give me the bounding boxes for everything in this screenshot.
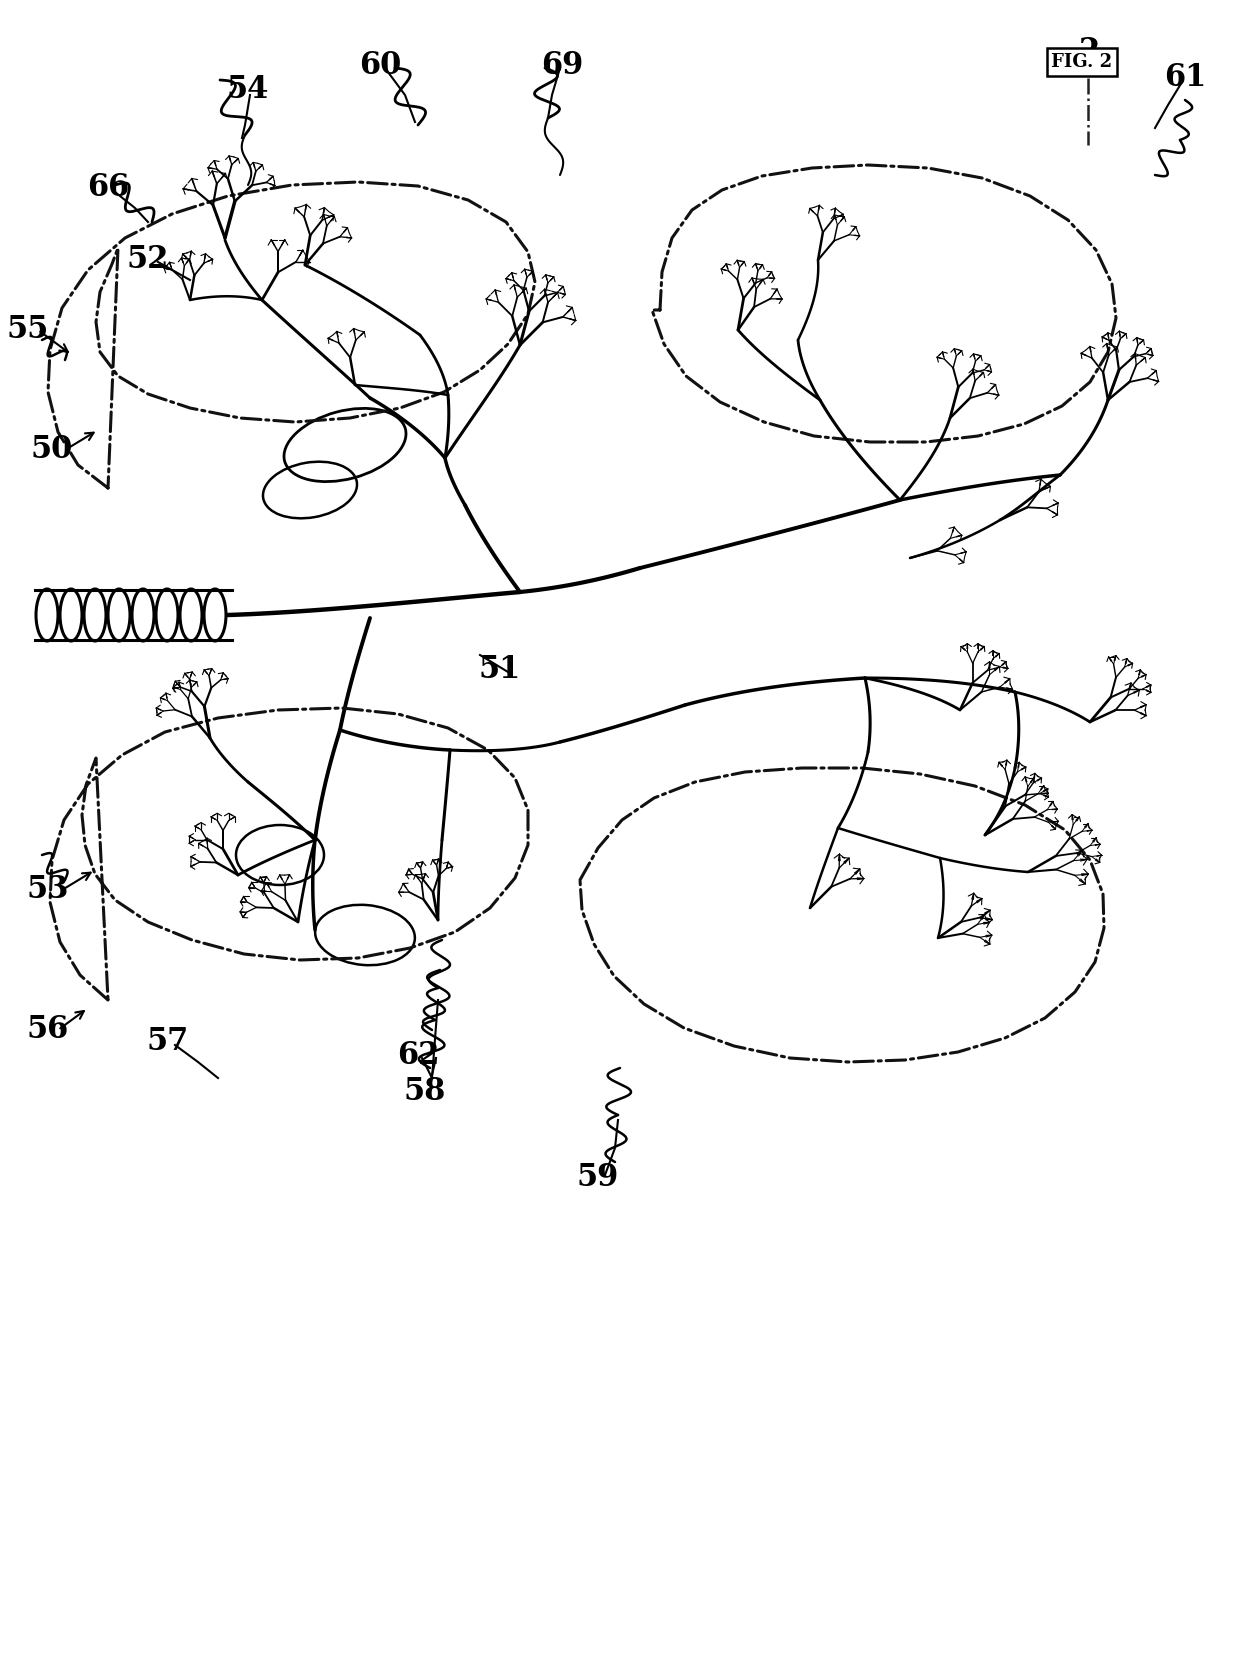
Text: 54: 54 [227,75,269,106]
Text: 57: 57 [146,1027,190,1057]
Text: 69: 69 [541,50,583,81]
Text: 61: 61 [1164,63,1207,93]
Text: 55: 55 [7,315,50,345]
Text: 51: 51 [479,655,521,685]
Text: 59: 59 [577,1163,619,1193]
Text: 58: 58 [404,1077,446,1108]
Text: FIG. 2: FIG. 2 [1052,53,1112,71]
Text: 52: 52 [126,244,169,275]
Text: 50: 50 [31,435,73,466]
Text: 62: 62 [397,1040,439,1070]
Text: 66: 66 [87,173,129,204]
Text: 53: 53 [27,874,69,906]
Text: 2: 2 [1079,36,1101,68]
Text: 60: 60 [358,50,401,81]
Text: 56: 56 [27,1015,69,1045]
